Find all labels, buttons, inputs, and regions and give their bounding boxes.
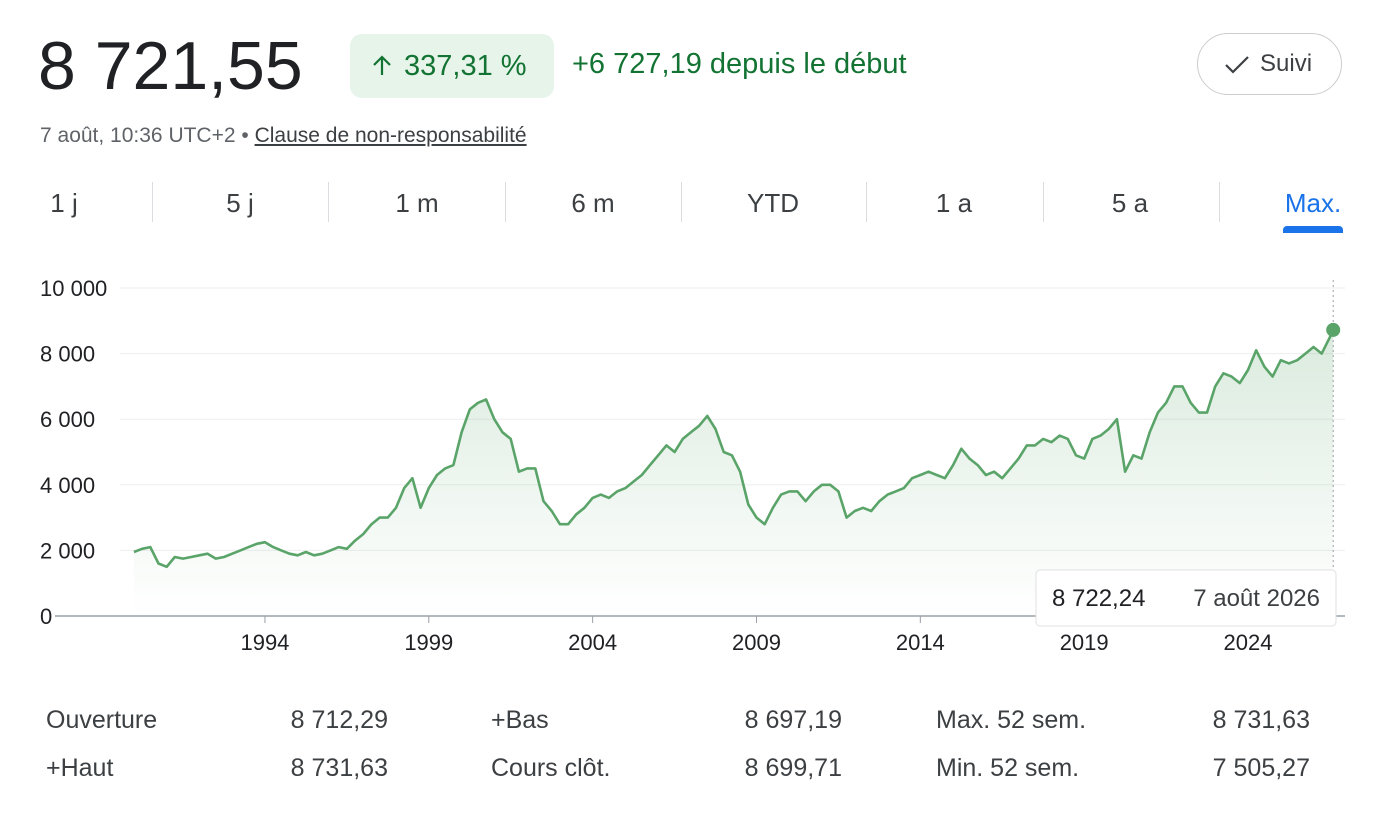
tooltip-value: 8 722,24 [1052,585,1145,612]
tab-separator [152,182,153,222]
stat-value: 8 731,63 [290,754,388,782]
change-absolute: +6 727,19 depuis le début [572,48,907,80]
x-tick-label: 1994 [240,630,289,650]
change-percent: 337,31 % [404,50,527,82]
range-tab[interactable]: 1 j [50,188,78,218]
x-tick-label: 2019 [1060,630,1109,650]
stat-label: +Haut [46,754,114,782]
timestamp-line: 7 août, 10:36 UTC+2 • Clause de non-resp… [40,124,527,148]
timestamp: 7 août, 10:36 UTC+2 • [40,124,249,147]
last-point [1326,322,1341,337]
x-tick-label: 1999 [404,630,453,650]
stat-label: Cours clôt. [491,754,611,782]
tab-separator [1043,182,1044,222]
range-tab[interactable]: 6 m [571,188,615,218]
stat-label: Min. 52 sem. [936,754,1080,782]
stat-value: 7 505,27 [1212,754,1310,782]
follow-label: Suivi [1260,50,1313,77]
x-tick-label: 2024 [1224,630,1273,650]
stat-label: Ouverture [46,706,158,734]
range-tab[interactable]: 1 a [935,188,973,218]
check-icon [1225,56,1249,74]
y-tick-label: 0 [40,604,52,629]
stat-label: +Bas [491,706,549,734]
range-tab[interactable]: Max. [1284,188,1342,218]
range-tab[interactable]: 5 j [226,188,254,218]
chart: 0 2 000 4 000 6 000 8 000 10 000 1994 1999 2004 2… [40,276,1345,650]
stat-value: 8 697,19 [744,706,842,734]
arrow-up-icon [373,55,391,75]
area [133,330,1334,616]
change-chip: 337,31 % [350,34,554,98]
range-tab[interactable]: YTD [747,188,799,218]
price: 8 721,55 [38,28,303,104]
stat-value: 8 731,63 [1212,706,1310,734]
y-tick-label: 2 000 [40,538,95,563]
x-tick-label: 2009 [732,630,781,650]
tab-separator [505,182,506,222]
price-line [133,330,1335,569]
y-tick-label: 4 000 [40,473,95,498]
y-tick-label: 6 000 [40,407,95,432]
range-tab[interactable]: 5 a [1111,188,1149,218]
disclaimer-link[interactable]: Clause de non-responsabilité [254,124,527,147]
x-tick-label: 2014 [896,630,945,650]
tab-separator [1219,182,1220,222]
follow-button[interactable]: Suivi [1197,33,1342,95]
x-tick-label: 2004 [568,630,617,650]
stat-value: 8 712,29 [290,706,388,734]
tab-separator [681,182,682,222]
stat-label: Max. 52 sem. [936,706,1087,734]
tooltip-date: 7 août 2026 [1193,585,1320,612]
tooltip-box [1035,569,1337,627]
tab-separator [866,182,867,222]
y-tick-label: 8 000 [40,342,95,367]
tab-separator [328,182,329,222]
range-tab[interactable]: 1 m [395,188,439,218]
active-tab-underline [1283,226,1343,233]
y-tick-label: 10 000 [40,276,107,301]
stat-value: 8 699,71 [744,754,842,782]
